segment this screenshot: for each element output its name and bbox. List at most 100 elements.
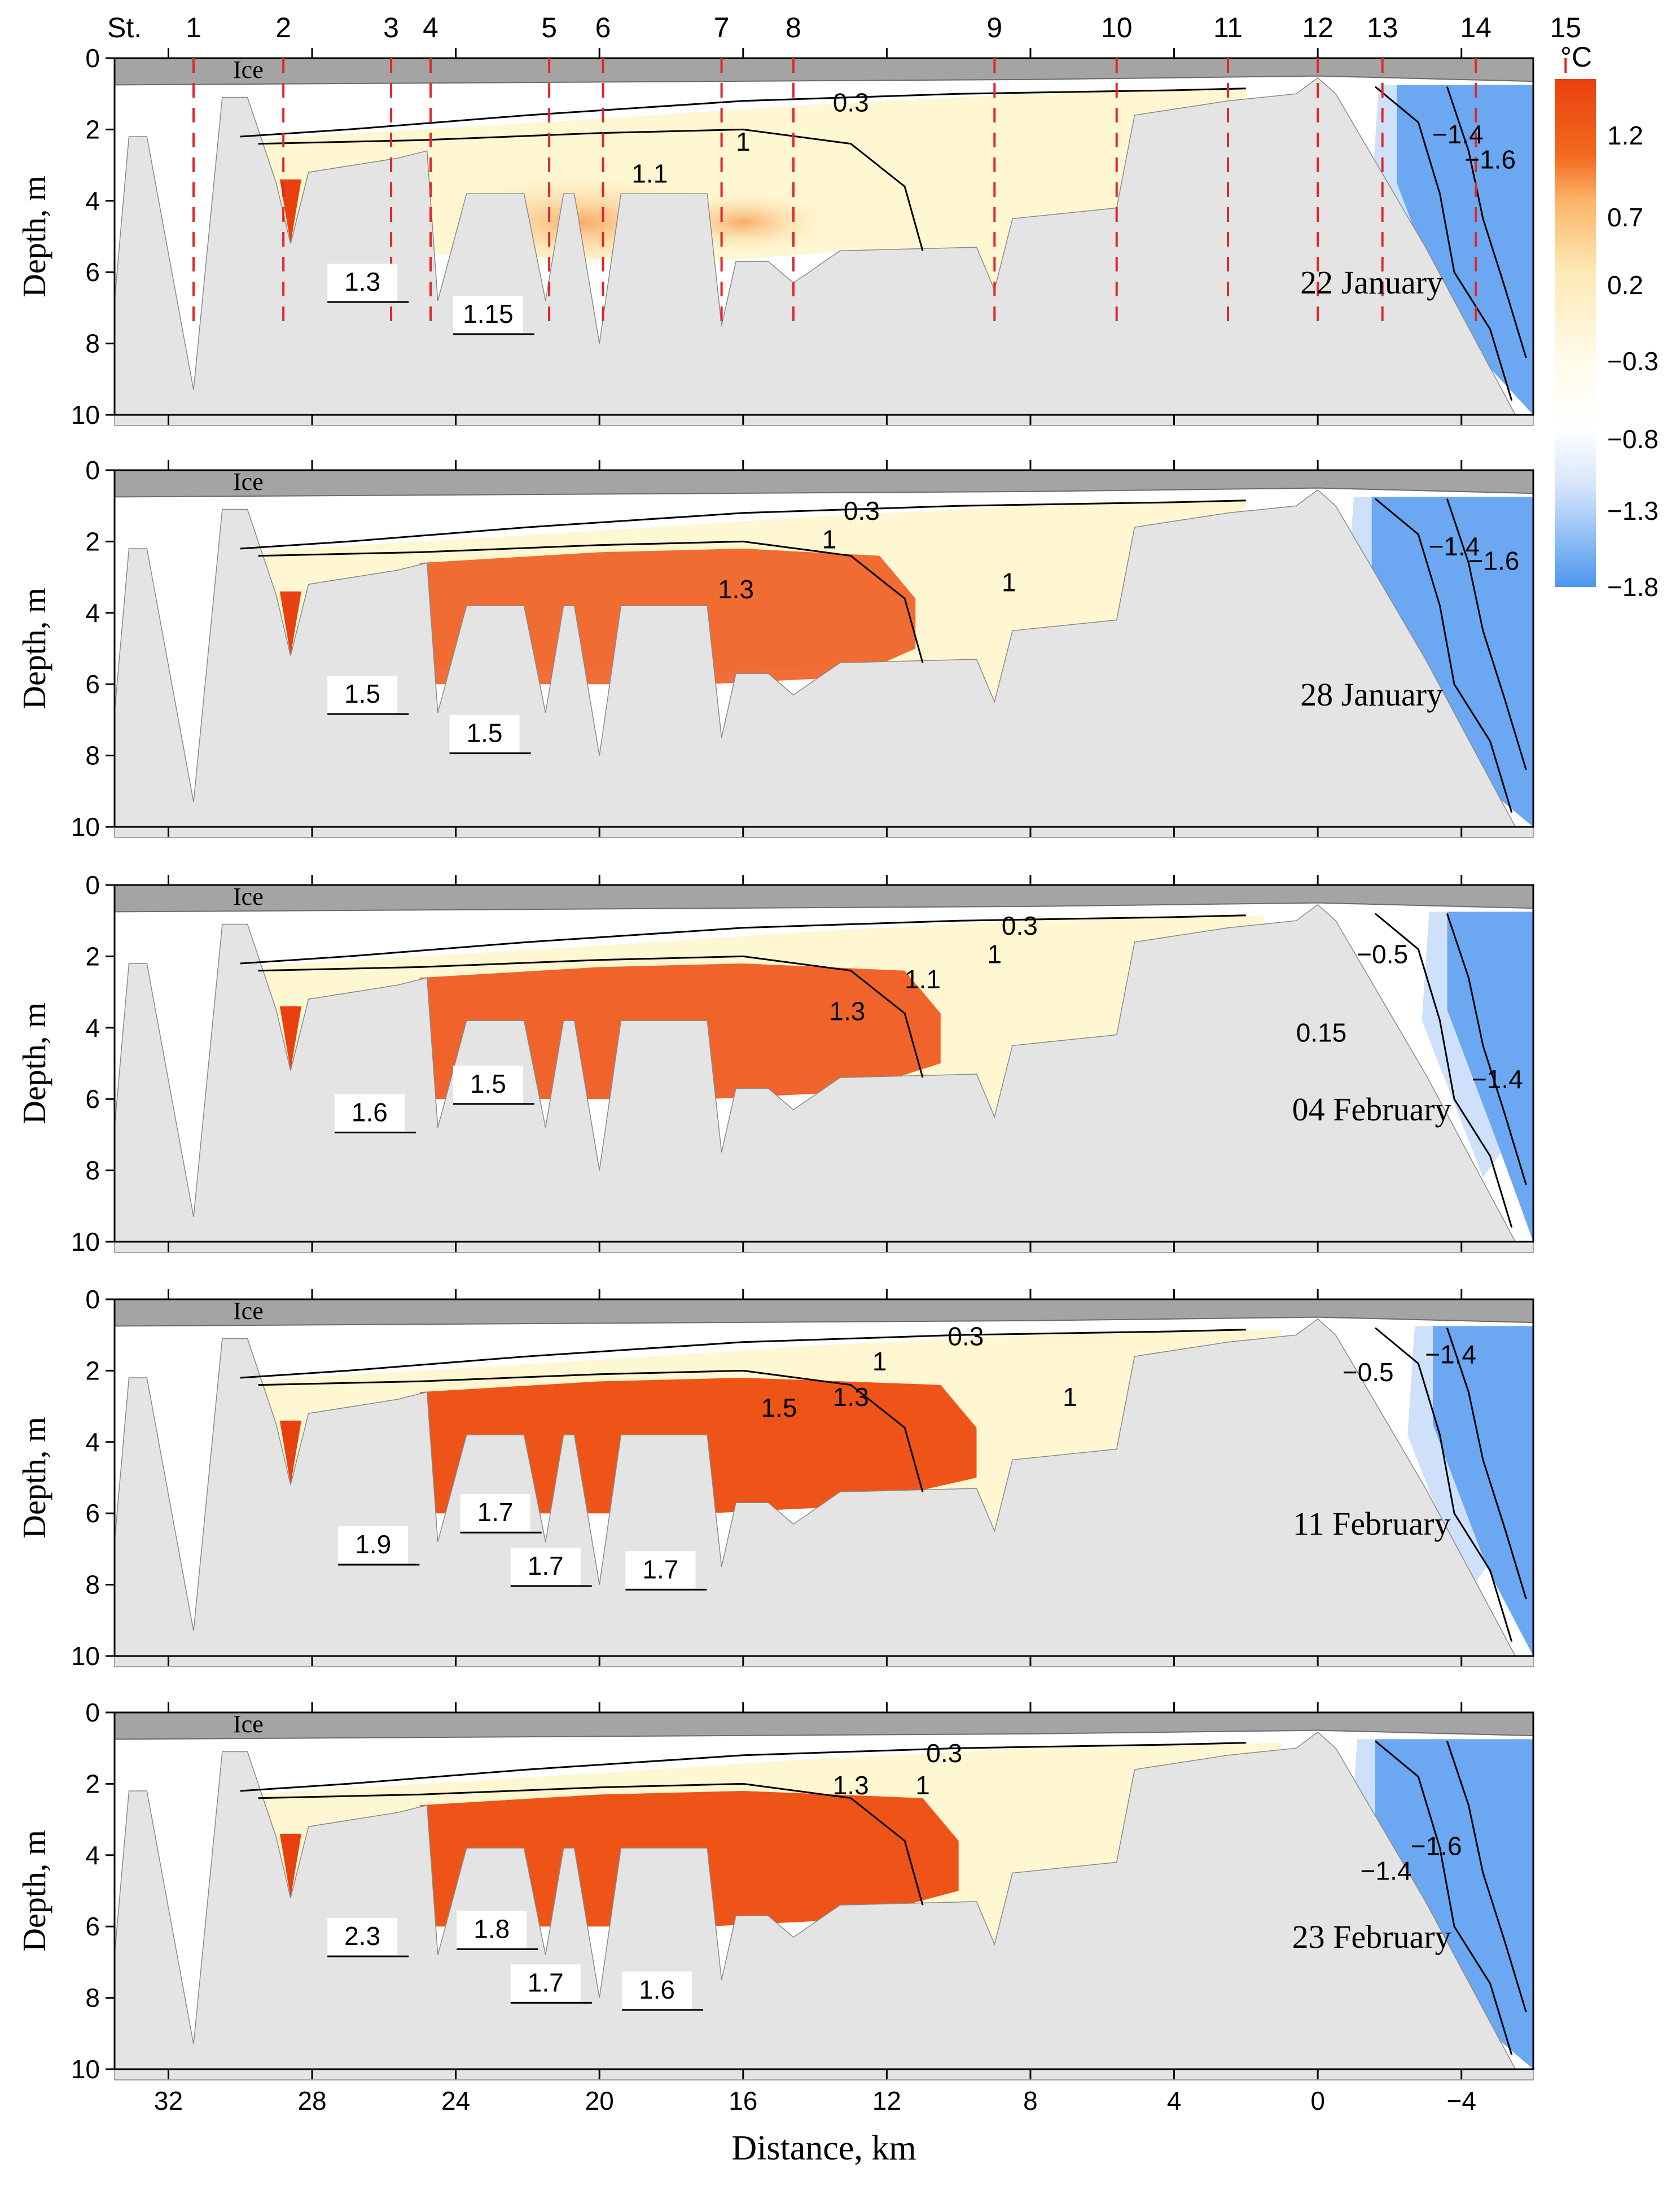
contour-label: 1.3 xyxy=(833,1771,869,1800)
y-tick-label: 2 xyxy=(85,941,100,971)
colorbar-tick-label: 0.2 xyxy=(1607,270,1643,300)
contour-label: −1.4 xyxy=(1432,120,1484,149)
station-label: 11 xyxy=(1213,12,1243,43)
contour-label: 1.1 xyxy=(905,965,941,994)
callout-box xyxy=(457,1911,527,1948)
panel-date: 22 January xyxy=(1300,264,1443,301)
y-tick-label: 10 xyxy=(71,1227,100,1256)
y-tick-label: 4 xyxy=(85,598,100,628)
callout-label: 1.6 xyxy=(639,1975,675,2004)
isotherm-line xyxy=(240,1742,1246,1792)
cold-transition-zone xyxy=(1422,912,1501,1178)
station-label: 15 xyxy=(1550,12,1581,43)
y-tick-label: 0 xyxy=(85,1285,100,1314)
callout-box xyxy=(338,1526,409,1564)
isotherm-line xyxy=(240,914,1246,965)
isotherm-line xyxy=(1446,86,1527,358)
ice-label: Ice xyxy=(233,1710,264,1738)
contour-label: 0.3 xyxy=(926,1738,962,1768)
isotherm-line xyxy=(258,1782,924,1905)
seabed-profile xyxy=(114,904,1534,1253)
contour-label: 1 xyxy=(915,1771,930,1800)
y-axis-title: Depth, m xyxy=(16,588,52,709)
contour-label: 1.1 xyxy=(631,159,668,189)
y-axis-title: Depth, m xyxy=(16,1002,52,1124)
callout-box xyxy=(622,1971,692,2009)
y-tick-label: 2 xyxy=(85,115,100,144)
contour-label: 1 xyxy=(872,1347,887,1376)
contour-label: −0.5 xyxy=(1357,940,1408,969)
cold-core-zone xyxy=(1375,1739,1533,2069)
x-tick-label: 12 xyxy=(872,2086,901,2115)
callout-box xyxy=(510,1548,581,1585)
x-tick-label: 28 xyxy=(297,2086,326,2115)
callout-box xyxy=(327,676,398,713)
station-label: 12 xyxy=(1302,12,1334,43)
isotherm-lines xyxy=(240,86,1527,2056)
y-tick-label: 4 xyxy=(85,1841,100,1870)
station-label: 4 xyxy=(423,12,438,43)
cold-core-zone xyxy=(1371,497,1533,827)
contour-label: 1 xyxy=(736,127,751,156)
callout-box xyxy=(460,1494,530,1532)
callout-label: 1.7 xyxy=(477,1497,514,1527)
isotherm-line xyxy=(1375,1740,1513,2056)
contour-label: 0.3 xyxy=(948,1322,984,1351)
colorbar-tick-label: 0.7 xyxy=(1607,203,1643,232)
contour-label: −1.6 xyxy=(1411,1831,1462,1860)
y-axis-title: Depth, m xyxy=(16,176,52,297)
callout-label: 1.15 xyxy=(463,299,514,328)
contour-label: 0.3 xyxy=(844,496,880,525)
isotherm-line xyxy=(1375,86,1513,401)
x-tick-label: 8 xyxy=(1023,2086,1038,2115)
x-tick-label: 4 xyxy=(1167,2086,1182,2115)
contour-label: 1.5 xyxy=(761,1393,797,1422)
isotherm-line xyxy=(258,955,924,1078)
callout-label: 1.5 xyxy=(470,1069,506,1098)
contour-label: 1.3 xyxy=(829,997,865,1026)
y-tick-label: 10 xyxy=(71,400,100,430)
contour-label: 0.15 xyxy=(1296,1018,1347,1048)
isotherm-line xyxy=(240,500,1246,550)
station-label: 10 xyxy=(1101,12,1133,43)
cold-core-zone xyxy=(1447,912,1533,1242)
colorbar-unit: °C xyxy=(1560,41,1592,73)
cold-core-zone xyxy=(1397,85,1533,415)
callout-box xyxy=(510,1964,581,2002)
y-tick-label: 8 xyxy=(85,1983,100,2013)
panel-date: 23 February xyxy=(1292,1918,1451,1955)
contour-label: 1 xyxy=(822,525,837,554)
isotherm-line xyxy=(1446,913,1527,1185)
station-label: 3 xyxy=(383,12,399,43)
contour-label: −1.4 xyxy=(1425,1339,1476,1369)
y-tick-label: 2 xyxy=(85,527,100,556)
callout-box xyxy=(327,264,398,301)
isotherm-line xyxy=(1375,498,1513,813)
callout-label: 1.5 xyxy=(344,679,380,708)
x-tick-label: 0 xyxy=(1310,2086,1325,2115)
y-tick-label: 8 xyxy=(85,741,100,770)
contour-label: 1.3 xyxy=(833,1382,869,1412)
colorbar-cold xyxy=(1555,429,1596,587)
contour-label: −1.4 xyxy=(1429,532,1480,561)
station-label: 8 xyxy=(786,12,801,43)
warm-core-zone xyxy=(279,179,301,244)
colorbar-tick-label: 1.2 xyxy=(1607,121,1643,150)
y-axis-title: Depth, m xyxy=(16,1830,52,1952)
y-tick-label: 10 xyxy=(71,2055,100,2084)
isotherm-line xyxy=(240,87,1246,138)
callout-box xyxy=(334,1094,405,1132)
ice-label: Ice xyxy=(233,56,264,84)
y-axis-title: Depth, m xyxy=(16,1417,52,1539)
contour-label: −1.4 xyxy=(1361,1856,1412,1886)
callout-label: 1.3 xyxy=(344,267,380,296)
panel-frame xyxy=(113,57,1534,416)
y-tick-label: 6 xyxy=(85,1499,100,1528)
callout-label: 2.3 xyxy=(344,1921,380,1951)
ice-label: Ice xyxy=(233,1297,264,1325)
y-tick-label: 6 xyxy=(85,257,100,287)
callout-label: 1.7 xyxy=(528,1968,564,1997)
isotherm-line xyxy=(258,1369,924,1492)
ice-label: Ice xyxy=(233,468,264,496)
